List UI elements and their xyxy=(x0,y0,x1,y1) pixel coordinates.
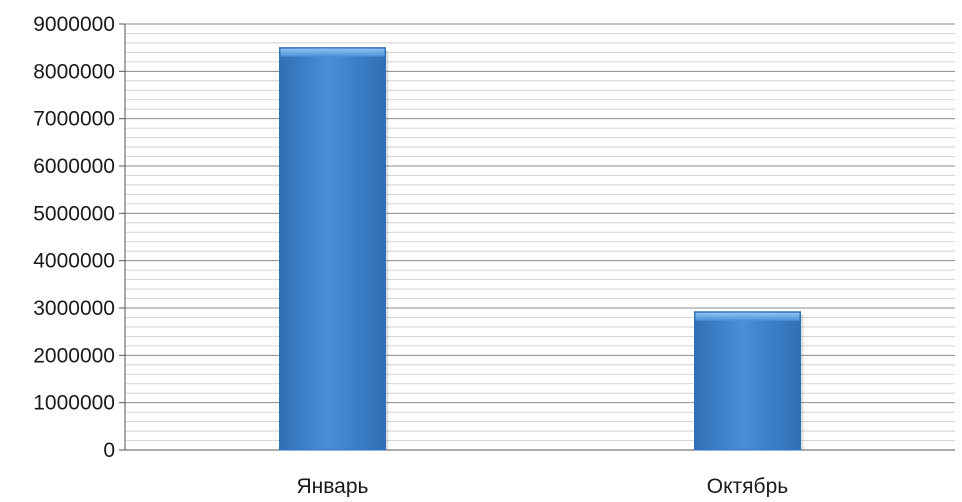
axes xyxy=(119,23,955,451)
y-tick-label: 9000000 xyxy=(33,13,115,36)
x-tick-label: Январь xyxy=(297,475,369,497)
y-tick-label: 6000000 xyxy=(33,155,115,178)
bar-bevel-top xyxy=(695,312,800,321)
bar-october xyxy=(694,311,801,451)
y-tick-label: 1000000 xyxy=(33,392,115,415)
y-axis-tick-labels: 0 1000000 2000000 3000000 4000000 5000000 6000… xyxy=(33,13,115,462)
y-tick-label: 7000000 xyxy=(33,108,115,131)
x-axis-tick-labels: Январь Октябрь xyxy=(297,475,789,498)
y-tick-label: 3000000 xyxy=(33,297,115,320)
gridlines xyxy=(125,23,955,451)
y-tick-label: 0 xyxy=(103,439,115,462)
y-tick-label: 5000000 xyxy=(33,202,115,225)
y-tick-label: 4000000 xyxy=(33,250,115,273)
x-tick-label: Октябрь xyxy=(707,475,788,497)
bar-bevel-top xyxy=(280,48,385,57)
bars xyxy=(279,47,804,451)
y-tick-label: 8000000 xyxy=(33,60,115,83)
y-tick-label: 2000000 xyxy=(33,344,115,367)
bar-january xyxy=(279,47,386,451)
